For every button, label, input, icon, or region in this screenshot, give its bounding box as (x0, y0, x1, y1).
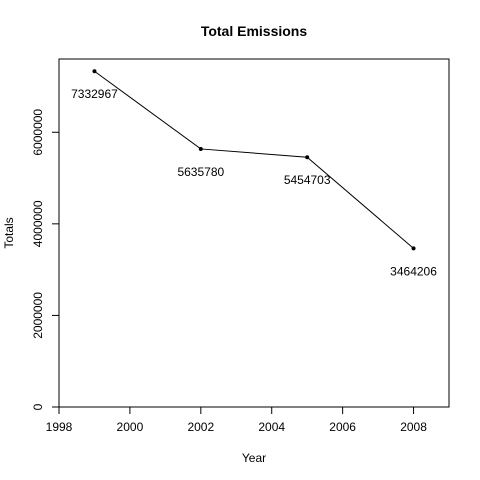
x-tick-label: 2008 (400, 420, 427, 434)
y-axis-title: Totals (2, 217, 16, 248)
x-tick-label: 2002 (187, 420, 214, 434)
data-label: 3464206 (390, 264, 437, 278)
x-tick-label: 2006 (329, 420, 356, 434)
y-tick-label: 2000000 (31, 292, 45, 339)
data-label: 5454703 (284, 173, 331, 187)
data-point (305, 155, 310, 160)
y-tick-label: 6000000 (31, 109, 45, 156)
y-tick-label: 4000000 (31, 200, 45, 247)
plot-frame (58, 58, 450, 408)
data-point (198, 146, 203, 151)
x-tick-label: 1998 (46, 420, 73, 434)
chart-title: Total Emissions (201, 23, 308, 39)
data-label: 5635780 (177, 165, 224, 179)
y-tick-label: 0 (31, 403, 45, 410)
data-point (411, 246, 416, 251)
x-tick-label: 2000 (117, 420, 144, 434)
x-axis-title: Year (242, 451, 266, 465)
series-line (94, 70, 414, 249)
data-point (92, 69, 97, 74)
x-tick-label: 2004 (258, 420, 285, 434)
data-label: 7332967 (71, 87, 118, 101)
